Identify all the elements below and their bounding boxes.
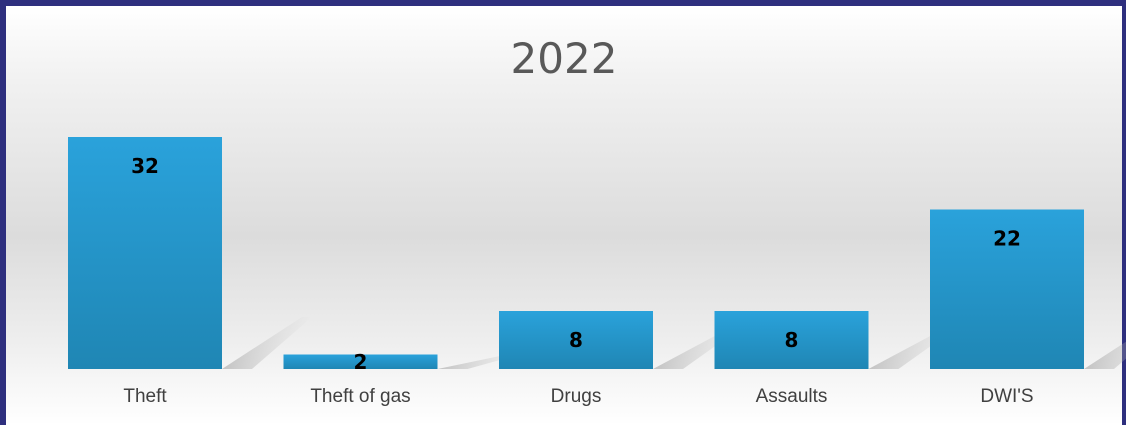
bar	[499, 311, 653, 369]
bar-value-label: 2	[354, 350, 368, 374]
category-label: Assaults	[756, 386, 828, 407]
bar	[930, 209, 1084, 369]
chart-title: 2022	[510, 34, 618, 83]
category-label: Drugs	[551, 386, 602, 407]
bar-shadow	[222, 317, 312, 369]
category-label: Theft	[123, 386, 167, 407]
bar	[68, 137, 222, 369]
category-label: Theft of gas	[310, 386, 410, 407]
bar-value-label: 8	[569, 328, 583, 352]
bar-chart: 32 Theft 2 Theft of gas 8 Drugs 8 Assaults 22 DWI…	[68, 137, 1126, 407]
category-label: DWI'S	[980, 386, 1033, 407]
bar-shadow	[1084, 341, 1126, 369]
bar	[283, 354, 438, 369]
bar	[714, 311, 869, 369]
bar-value-label: 8	[785, 328, 799, 352]
bar-value-label: 32	[131, 154, 159, 178]
bar-value-label: 22	[993, 227, 1021, 251]
